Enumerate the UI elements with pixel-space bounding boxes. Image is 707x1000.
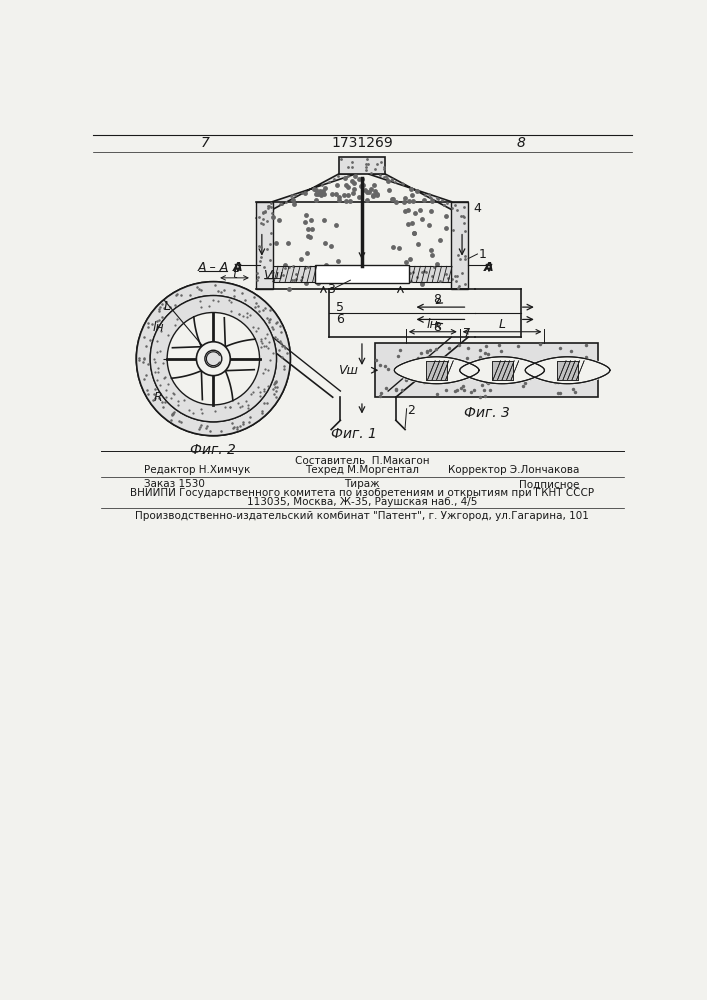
Text: А: А (233, 261, 243, 274)
Circle shape (138, 283, 288, 434)
Text: Техред М.Моргентал: Техред М.Моргентал (305, 465, 419, 475)
Polygon shape (525, 357, 610, 384)
Bar (426, 361, 448, 380)
Bar (491, 361, 513, 380)
Bar (557, 361, 578, 380)
Text: Фиг. 2: Фиг. 2 (190, 443, 236, 457)
Text: L: L (163, 300, 170, 313)
Polygon shape (339, 157, 385, 174)
Circle shape (167, 312, 259, 405)
Text: 7: 7 (464, 327, 472, 340)
Text: 1731269: 1731269 (331, 136, 393, 150)
Text: lн: lн (152, 321, 164, 334)
Bar (491, 361, 513, 380)
Text: Заказ 1530: Заказ 1530 (144, 479, 205, 489)
Text: Составитель  П.Макагон: Составитель П.Макагон (295, 456, 429, 466)
Bar (426, 361, 448, 380)
Text: R: R (153, 391, 162, 404)
Polygon shape (395, 357, 479, 384)
Polygon shape (460, 357, 544, 384)
Text: Фиг. 3: Фиг. 3 (464, 406, 510, 420)
Text: А: А (484, 261, 493, 274)
Text: А – А: А – А (198, 261, 229, 274)
Text: lн: lн (427, 318, 438, 331)
Text: L: L (498, 318, 506, 331)
Circle shape (136, 282, 291, 436)
Polygon shape (460, 357, 544, 384)
Text: 6: 6 (337, 313, 344, 326)
Circle shape (150, 296, 276, 422)
Circle shape (205, 350, 222, 367)
Text: Vш: Vш (264, 269, 284, 282)
Ellipse shape (395, 357, 479, 384)
Ellipse shape (525, 357, 610, 384)
Text: Тираж: Тираж (344, 479, 380, 489)
Circle shape (150, 296, 276, 422)
Text: Подписное: Подписное (520, 479, 580, 489)
Text: 4: 4 (474, 202, 481, 215)
Text: Производственно-издательский комбинат "Патент", г. Ужгород, ул.Гагарина, 101: Производственно-издательский комбинат "П… (135, 511, 589, 521)
Text: 8: 8 (517, 136, 526, 150)
Text: 113035, Москва, Ж-35, Раушская наб., 4/5: 113035, Москва, Ж-35, Раушская наб., 4/5 (247, 497, 477, 507)
Bar (315, 265, 409, 283)
Polygon shape (451, 202, 468, 289)
Polygon shape (256, 174, 356, 219)
Text: 3: 3 (327, 283, 335, 296)
Bar (557, 361, 578, 380)
Polygon shape (395, 357, 479, 384)
Bar (273, 266, 315, 282)
Polygon shape (525, 357, 610, 384)
Polygon shape (256, 202, 273, 289)
Text: 8: 8 (433, 293, 440, 306)
Text: 2: 2 (407, 404, 415, 417)
Bar (375, 343, 598, 397)
Bar (409, 266, 451, 282)
Text: 1: 1 (478, 248, 486, 261)
Circle shape (197, 342, 230, 376)
Text: Vш: Vш (338, 364, 358, 377)
Text: Корректор Э.Лончакова: Корректор Э.Лончакова (448, 465, 580, 475)
Ellipse shape (460, 357, 544, 384)
Text: t: t (233, 267, 238, 280)
Text: 5: 5 (337, 301, 344, 314)
Text: Редактор Н.Химчук: Редактор Н.Химчук (144, 465, 250, 475)
Text: 8: 8 (433, 321, 440, 334)
Text: 7: 7 (201, 136, 210, 150)
Polygon shape (368, 174, 468, 219)
Text: Фиг. 1: Фиг. 1 (332, 427, 378, 441)
Circle shape (136, 282, 291, 436)
Circle shape (150, 296, 276, 422)
Text: ВНИИПИ Государственного комитета по изобретениям и открытиям при ГКНТ СССР: ВНИИПИ Государственного комитета по изоб… (130, 488, 594, 498)
